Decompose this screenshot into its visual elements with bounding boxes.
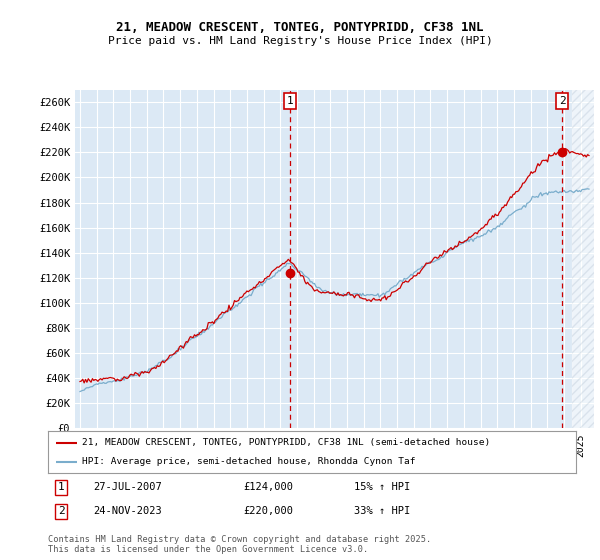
Text: 2: 2	[559, 96, 566, 106]
Text: 21, MEADOW CRESCENT, TONTEG, PONTYPRIDD, CF38 1NL: 21, MEADOW CRESCENT, TONTEG, PONTYPRIDD,…	[116, 21, 484, 34]
Text: £124,000: £124,000	[244, 483, 293, 492]
Text: 2: 2	[58, 506, 65, 516]
Text: 1: 1	[286, 96, 293, 106]
Text: 33% ↑ HPI: 33% ↑ HPI	[354, 506, 410, 516]
Text: 21, MEADOW CRESCENT, TONTEG, PONTYPRIDD, CF38 1NL (semi-detached house): 21, MEADOW CRESCENT, TONTEG, PONTYPRIDD,…	[82, 438, 491, 447]
Text: 15% ↑ HPI: 15% ↑ HPI	[354, 483, 410, 492]
Text: Price paid vs. HM Land Registry's House Price Index (HPI): Price paid vs. HM Land Registry's House …	[107, 36, 493, 46]
Text: HPI: Average price, semi-detached house, Rhondda Cynon Taf: HPI: Average price, semi-detached house,…	[82, 458, 416, 466]
Text: 24-NOV-2023: 24-NOV-2023	[93, 506, 161, 516]
Text: 1: 1	[58, 483, 65, 492]
Bar	[572, 90, 594, 428]
Text: Contains HM Land Registry data © Crown copyright and database right 2025.
This d: Contains HM Land Registry data © Crown c…	[48, 535, 431, 554]
Text: £220,000: £220,000	[244, 506, 293, 516]
Text: 27-JUL-2007: 27-JUL-2007	[93, 483, 161, 492]
